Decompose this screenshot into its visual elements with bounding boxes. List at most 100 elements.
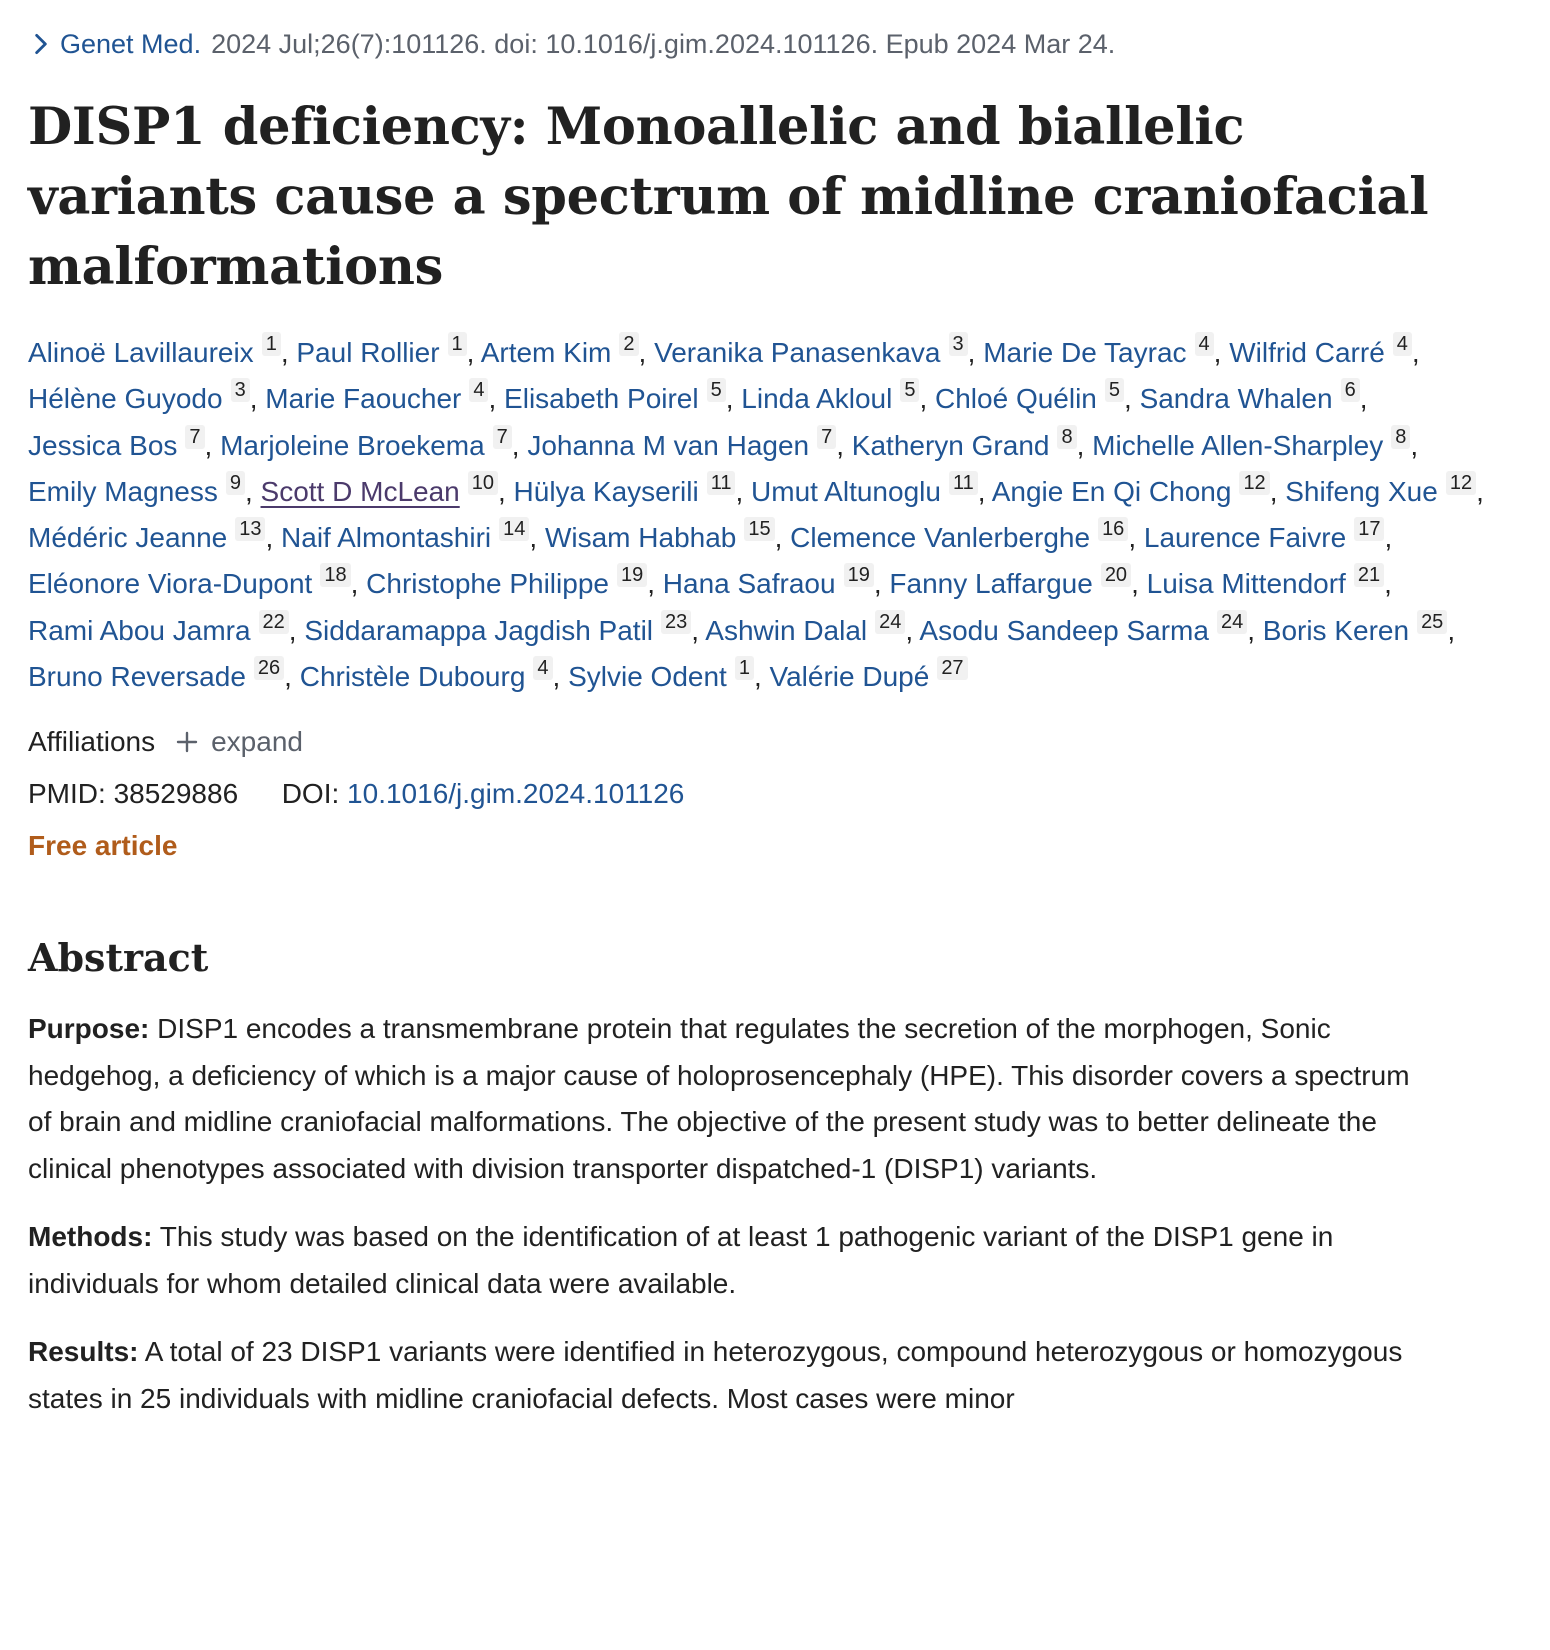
affiliation-number[interactable]: 7 [185,424,205,449]
affiliation-number[interactable]: 4 [469,378,489,403]
affiliation-number[interactable]: 24 [875,609,906,634]
author-link[interactable]: Wisam Habhab [544,522,737,554]
author-link[interactable]: Umut Altunoglu [751,475,941,507]
author-link[interactable]: Marjoleine Broekema [220,429,485,461]
author-item: Angie En Qi Chong 12, [991,470,1277,507]
author-item: Clemence Vanlerberghe 16, [790,517,1137,554]
author-item: Christèle Dubourg 4, [299,656,560,693]
author-link[interactable]: Christophe Philippe [366,568,609,600]
affiliation-number[interactable]: 2 [619,332,639,356]
author-link[interactable]: Chloé Quélin [935,383,1097,415]
author-link[interactable]: Michelle Allen-Sharpley [1092,429,1384,461]
affiliation-number[interactable]: 4 [533,656,553,681]
affiliation-number[interactable]: 5 [1104,378,1124,403]
affiliation-number[interactable]: 15 [744,517,775,542]
author-link[interactable]: Luisa Mittendorf [1146,568,1346,600]
author-link[interactable]: Marie De Tayrac [983,337,1187,368]
author-link[interactable]: Siddaramappa Jagdish Patil [304,614,654,646]
author-link[interactable]: Elisabeth Poirel [504,383,699,415]
affiliation-number[interactable]: 5 [706,378,726,403]
author-link[interactable]: Hélène Guyodo [28,383,223,415]
author-link[interactable]: Eléonore Viora-Dupont [28,568,313,600]
affiliation-number[interactable]: 3 [948,332,968,356]
affiliation-number[interactable]: 20 [1100,563,1132,588]
affiliation-number[interactable]: 8 [1057,424,1077,449]
author-link[interactable]: Naif Almontashiri [281,522,492,554]
affiliation-number[interactable]: 9 [225,470,245,495]
affiliation-number[interactable]: 17 [1354,517,1385,542]
affiliation-number[interactable]: 4 [1194,332,1214,356]
author-link[interactable]: Ashwin Dalal [705,614,868,646]
author-link[interactable]: Emily Magness [28,475,218,507]
author-link[interactable]: Asodu Sandeep Sarma [919,614,1209,646]
author-link[interactable]: Bruno Reversade [28,661,246,693]
affiliation-number[interactable]: 5 [900,378,920,403]
author-link[interactable]: Angie En Qi Chong [991,475,1232,507]
author-link[interactable]: Johanna M van Hagen [527,429,810,461]
affiliation-number[interactable]: 18 [320,563,351,588]
free-article-badge[interactable]: Free article [28,830,178,862]
affiliation-number[interactable]: 13 [235,517,266,542]
affiliation-number[interactable]: 11 [706,470,736,495]
author-link[interactable]: Katheryn Grand [851,429,1050,461]
author-link[interactable]: Wilfrid Carré [1229,337,1385,368]
author-link[interactable]: Jessica Bos [28,429,178,461]
author-separator: , [1128,522,1137,554]
author-link[interactable]: Scott D McLean [260,475,460,507]
affiliation-number[interactable]: 24 [1216,609,1248,634]
affiliation-number[interactable]: 14 [499,517,530,542]
author-separator: , [288,614,297,646]
author-link[interactable]: Sylvie Odent [568,661,727,693]
affiliation-number[interactable]: 12 [1445,470,1477,495]
author-link[interactable]: Médéric Jeanne [28,522,228,554]
affiliation-number[interactable]: 6 [1340,378,1360,403]
affiliation-number[interactable]: 27 [937,656,968,681]
affiliation-number[interactable]: 7 [492,424,512,449]
affiliation-number[interactable]: 23 [661,609,692,634]
affiliation-number[interactable]: 16 [1098,517,1129,542]
author-link[interactable]: Veranika Panasenkava [654,337,941,368]
affiliation-number[interactable]: 12 [1239,470,1270,495]
chevron-right-icon[interactable] [28,31,54,57]
author-link[interactable]: Hülya Kayserili [513,475,699,507]
author-link[interactable]: Laurence Faivre [1143,522,1347,554]
author-link[interactable]: Artem Kim [480,337,612,368]
pmid-value: 38529886 [113,778,239,810]
affiliation-number[interactable]: 1 [261,332,281,356]
author-link[interactable]: Rami Abou Jamra [28,614,251,646]
affiliation-number[interactable]: 10 [467,470,498,495]
affiliation-number[interactable]: 4 [1392,332,1412,356]
affiliation-number[interactable]: 22 [258,609,289,634]
author-link[interactable]: Alinoë Lavillaureix [28,337,254,368]
author-link[interactable]: Clemence Vanlerberghe [790,522,1091,554]
affiliation-number[interactable]: 19 [616,563,648,588]
affiliation-number[interactable]: 25 [1417,609,1448,634]
affiliation-number[interactable]: 26 [253,656,285,681]
journal-link[interactable]: Genet Med. [60,29,202,59]
results-text: A total of 23 DISP1 variants were identi… [28,1336,1403,1414]
affiliation-number[interactable]: 7 [817,424,837,449]
author-separator: , [836,429,845,461]
author-link[interactable]: Paul Rollier [296,337,440,368]
purpose-text: DISP1 encodes a transmembrane protein th… [28,1013,1410,1184]
author-link[interactable]: Marie Faoucher [265,383,462,415]
affiliations-row: Affiliations expand [28,722,1508,762]
author-link[interactable]: Sandra Whalen [1139,383,1333,415]
author-link[interactable]: Valérie Dupé [769,661,930,693]
author-link[interactable]: Christèle Dubourg [299,661,526,693]
affiliation-number[interactable]: 1 [734,656,754,681]
author-link[interactable]: Shifeng Xue [1285,475,1438,507]
author-link[interactable]: Hana Safraou [662,568,836,600]
affiliation-number[interactable]: 11 [948,470,978,495]
affiliation-number[interactable]: 1 [447,332,467,356]
affiliation-number[interactable]: 19 [843,563,874,588]
doi-link[interactable]: 10.1016/j.gim.2024.101126 [347,778,685,810]
affiliation-number[interactable]: 8 [1391,424,1411,449]
author-separator: , [638,337,647,368]
affiliation-number[interactable]: 21 [1353,563,1385,588]
affiliations-expand-button[interactable]: expand [175,722,303,762]
author-link[interactable]: Fanny Laffargue [889,568,1093,600]
author-link[interactable]: Linda Akloul [741,383,893,415]
affiliation-number[interactable]: 3 [230,378,250,403]
author-link[interactable]: Boris Keren [1262,614,1410,646]
